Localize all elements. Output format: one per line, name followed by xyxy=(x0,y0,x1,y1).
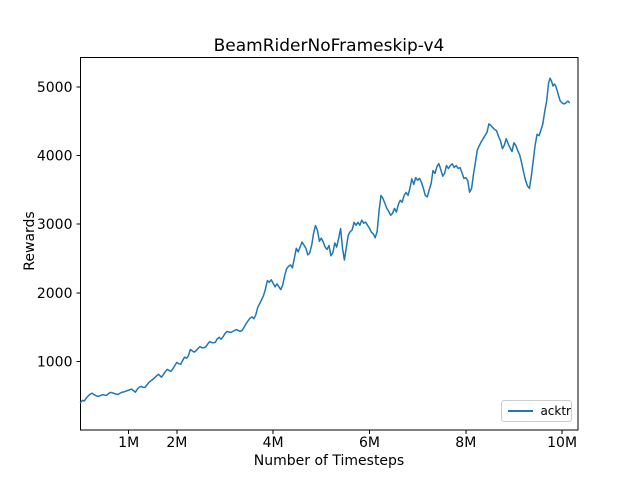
chart-title: BeamRiderNoFrameskip-v4 xyxy=(213,36,445,56)
x-tick-label: 4M xyxy=(263,435,284,451)
legend-label: acktr xyxy=(540,404,571,418)
y-tick-label: 3000 xyxy=(37,217,73,233)
y-tick-label: 4000 xyxy=(37,149,73,165)
y-tick-label: 1000 xyxy=(37,354,73,370)
x-axis-label: Number of Timesteps xyxy=(253,453,405,469)
x-tick-label: 10M xyxy=(547,435,577,451)
y-tick-label: 5000 xyxy=(37,80,73,96)
y-tick-label: 2000 xyxy=(37,286,73,302)
x-tick-label: 1M xyxy=(118,435,139,451)
y-axis-label: Rewards xyxy=(22,211,38,271)
axes-frame xyxy=(80,57,579,431)
x-tick-label: 2M xyxy=(166,435,187,451)
legend-line-swatch xyxy=(508,410,534,412)
reward-curve-acktr xyxy=(79,77,571,404)
legend: acktr xyxy=(501,400,572,422)
x-tick-label: 6M xyxy=(359,435,380,451)
x-tick-label: 8M xyxy=(455,435,476,451)
